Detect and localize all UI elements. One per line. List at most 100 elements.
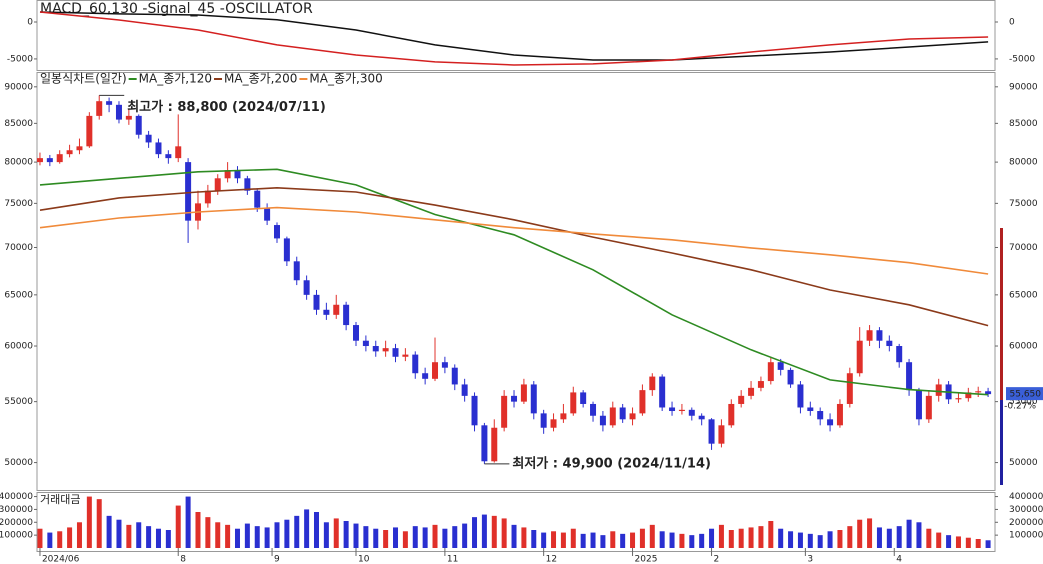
volume-bar (817, 535, 823, 548)
y-tick-label-right: -5000 (1009, 54, 1035, 64)
candle-body (520, 384, 527, 402)
candle-body (46, 158, 53, 163)
volume-bar (778, 528, 784, 548)
volume-bar (373, 528, 379, 548)
change-rate: -0.27% (1004, 402, 1036, 412)
y-tick-label-right: 55000 (1009, 397, 1038, 407)
volume-bar (551, 531, 557, 548)
candle-body (906, 362, 913, 391)
candle-body (471, 395, 478, 426)
volume-bar (896, 526, 902, 548)
volume-bar (57, 531, 63, 548)
legend-entry: MA_종가,300 (309, 72, 382, 86)
candle-body (787, 369, 794, 385)
volume-bar (96, 499, 102, 548)
candle-body (313, 294, 320, 310)
candle-body (402, 354, 409, 357)
legend-entry: 일봉식차트(일간) (40, 72, 127, 86)
candle-body (669, 407, 676, 412)
annotation: 최저가 : 49,900 (2024/11/14) (512, 456, 711, 471)
macd-line (39, 11, 989, 66)
x-tick-label: 4 (896, 555, 902, 564)
volume-bar (244, 523, 250, 548)
x-tick-label: 2024/06 (42, 555, 80, 564)
candle-body (925, 395, 932, 420)
volume-bar (837, 530, 843, 548)
candle-body (590, 403, 597, 416)
candle-body (570, 392, 577, 414)
x-tick-label: 11 (447, 555, 458, 564)
candle-body (165, 154, 172, 159)
volume-bar (807, 533, 813, 548)
volume-bar (699, 533, 705, 548)
last-price-box (1006, 387, 1043, 401)
candle-body (698, 415, 705, 420)
volume-bar (225, 524, 231, 548)
volume-bar (797, 532, 803, 548)
candle-body (481, 425, 488, 462)
candle-body (491, 427, 498, 462)
price-frame (36, 72, 996, 491)
x-tick-label: 3 (807, 555, 813, 564)
volume-bar (185, 496, 191, 548)
candle-body (254, 190, 261, 208)
candle-body (293, 261, 300, 281)
legend-entry: MA_종가,120 (139, 72, 212, 86)
candle-body (678, 409, 685, 412)
candle-body (659, 376, 666, 408)
moving-average (39, 168, 989, 396)
volume-bar (886, 528, 892, 548)
candle-body (836, 403, 843, 426)
y-tick-label: 75000 (4, 199, 33, 209)
volume-bar (718, 524, 724, 548)
candle-body (323, 309, 330, 315)
candle-body (185, 162, 192, 221)
scale-bar-down (1000, 400, 1003, 485)
candle-body (688, 409, 695, 416)
candle-body (333, 304, 340, 315)
y-tick-label: 90000 (4, 82, 33, 92)
x-tick-label: 2 (714, 555, 720, 564)
volume-bar (432, 524, 438, 548)
legend-entry: MA_종가,200 (224, 72, 297, 86)
candle-body (511, 395, 518, 402)
candle-body (244, 178, 251, 191)
volume-bar (689, 535, 695, 548)
y-tick-label: 400000 (0, 492, 33, 502)
volume-bar (76, 522, 82, 548)
candle-body (580, 392, 587, 404)
volume-bar (234, 528, 240, 548)
candle-body (125, 115, 132, 120)
volume-bar (472, 517, 478, 548)
volume-bar (738, 528, 744, 548)
candle-body (501, 395, 508, 428)
candle-body (204, 190, 211, 204)
annotation: 최고가 : 88,800 (2024/07/11) (127, 100, 326, 115)
candle-body (86, 115, 93, 147)
candle-body (708, 419, 715, 444)
candle-body (96, 101, 103, 116)
candle-body (777, 362, 784, 370)
volume-bar (876, 527, 882, 548)
candle-body (175, 146, 182, 159)
last-price: 55,650 (1010, 390, 1042, 400)
volume-bar (669, 532, 675, 548)
volume-bar (254, 526, 260, 548)
volume-bar (481, 514, 487, 548)
x-tick-label: 8 (180, 555, 186, 564)
volume-bar (264, 527, 270, 548)
volume-bar (106, 515, 112, 548)
volume-bar (343, 521, 349, 548)
volume-bar (857, 519, 863, 548)
volume-bar (521, 527, 527, 548)
volume-bar (679, 533, 685, 548)
volume-bar (758, 526, 764, 548)
candle-body (609, 407, 616, 426)
volume-bar (946, 535, 952, 548)
volume-bar (610, 531, 616, 548)
candle-body (115, 104, 122, 120)
candle-body (817, 411, 824, 420)
y-tick-label: 60000 (4, 342, 33, 352)
candle-body (343, 304, 350, 326)
x-tick-label: 9 (274, 555, 280, 564)
